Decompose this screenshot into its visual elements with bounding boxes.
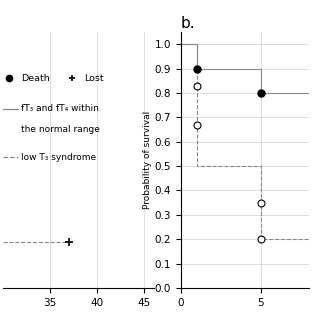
Text: b.: b. [181, 16, 196, 31]
Y-axis label: Probability of survival: Probability of survival [143, 111, 152, 209]
Text: fT₃ and fT₄ within: fT₃ and fT₄ within [21, 104, 99, 113]
Text: Death: Death [21, 74, 50, 83]
Text: the normal range: the normal range [21, 125, 100, 134]
Text: low T₃ syndrome: low T₃ syndrome [21, 153, 96, 162]
Text: Lost: Lost [84, 74, 104, 83]
